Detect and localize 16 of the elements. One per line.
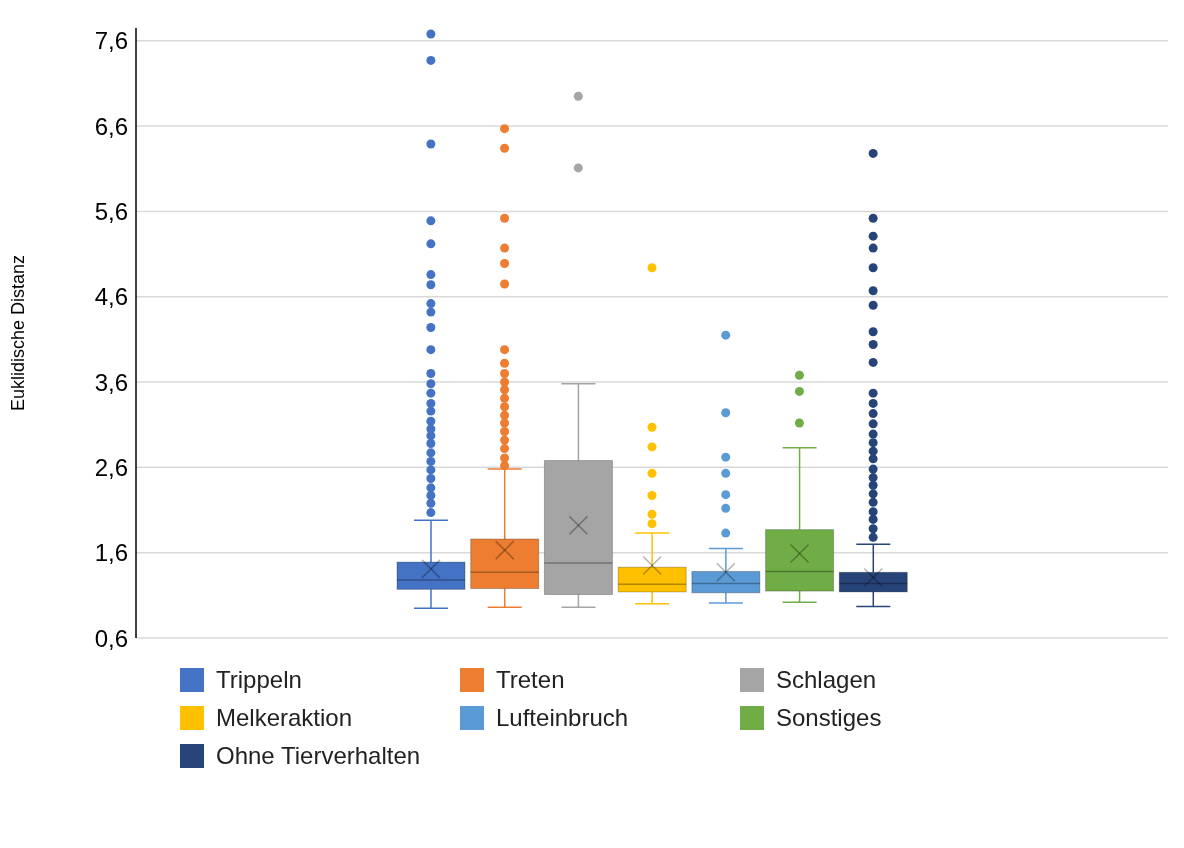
legend-label: Treten [496,666,565,694]
y-tick-label: 2,6 [94,453,128,481]
y-tick-label: 1,6 [94,539,128,567]
legend-label: Sonstiges [776,704,882,732]
y-tick-label: 3,6 [94,368,128,396]
legend-label: Trippeln [216,666,302,694]
y-tick-label: 0,6 [94,624,128,652]
legend-label: Lufteinbruch [496,704,629,732]
y-tick-label: 7,6 [94,27,128,55]
y-tick-label: 4,6 [94,283,128,311]
y-tick-label: 5,6 [94,197,128,225]
legend-label: Schlagen [776,666,877,694]
y-tick-label: 6,6 [94,112,128,140]
legend-label: Melkeraktion [216,704,353,732]
legend-label: Ohne Tierverhalten [216,742,421,770]
y-axis-title: Euklidische Distanz [8,254,29,412]
